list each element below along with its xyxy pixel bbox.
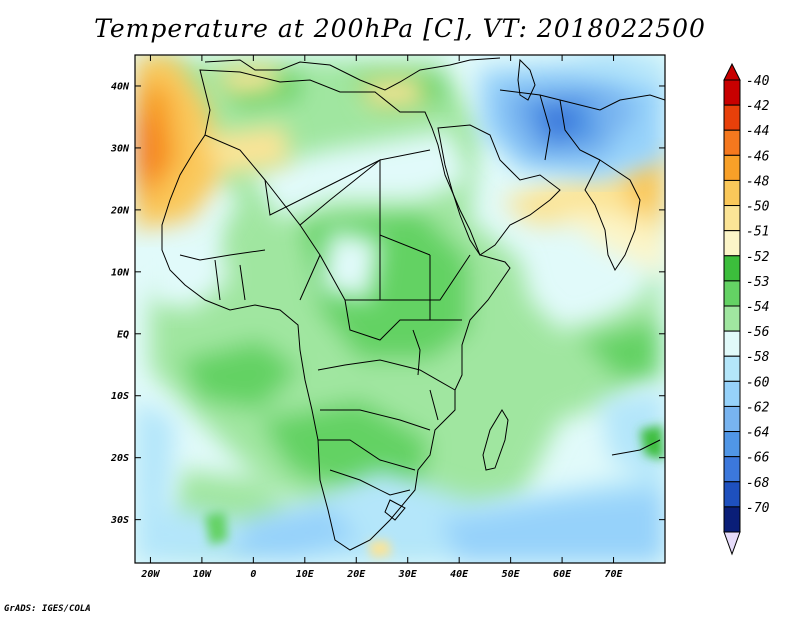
colorbar-label: -52	[746, 250, 770, 265]
colorbar-swatch	[723, 230, 741, 257]
colorbar-swatch	[723, 255, 741, 282]
colorbar-label: -70	[746, 501, 770, 516]
lat-tick-label: EQ	[117, 329, 129, 340]
colorbar-swatch	[723, 280, 741, 307]
colorbar-label: -53	[746, 275, 769, 290]
lon-tick-label: 50E	[502, 569, 521, 580]
lat-tick-label: 10S	[111, 391, 129, 402]
plot-frame	[134, 54, 666, 564]
lon-tick-label: 60E	[553, 569, 572, 580]
temperature-field	[135, 55, 665, 563]
colorbar-label: -62	[746, 400, 770, 415]
lon-tick-label: 30E	[398, 569, 418, 580]
colorbar-swatch	[723, 179, 741, 207]
colorbar-label: -42	[746, 99, 770, 114]
colorbar: -40 -42 -44 -46 -48 -50 -51 -52 -53 -54 -56 -58 -60 -…	[723, 62, 770, 556]
colorbar-swatch	[723, 481, 741, 508]
lat-tick-label: 30N	[110, 143, 130, 154]
colorbar-swatch	[723, 129, 741, 156]
colorbar-label: -51	[746, 225, 769, 240]
colorbar-label: -64	[746, 426, 769, 441]
colorbar-swatch	[723, 154, 741, 181]
lat-tick-label: 20S	[110, 453, 129, 464]
lon-tick-label: 0	[250, 569, 256, 580]
lat-tick-label: 10N	[111, 267, 130, 278]
colorbar-swatch	[723, 506, 741, 533]
colorbar-swatch	[723, 104, 741, 131]
colorbar-swatch	[723, 380, 741, 407]
colorbar-swatch	[723, 330, 741, 357]
colorbar-label: -48	[746, 174, 770, 189]
lon-tick-label: 20W	[140, 569, 160, 580]
grads-credit: GrADS: IGES/COLA	[4, 604, 91, 614]
lon-tick-label: 10E	[296, 569, 315, 580]
lat-tick-label: 40N	[111, 81, 130, 92]
coastlines	[161, 57, 665, 551]
lon-tick-label: 70E	[605, 569, 624, 580]
lat-tick-label: 30S	[110, 515, 129, 526]
colorbar-swatch	[723, 456, 741, 483]
lat-tick-label: 20N	[110, 205, 130, 216]
colorbar-label: -54	[746, 300, 769, 315]
lon-tick-label: 10W	[193, 569, 212, 580]
longitude-axis: 20W 10W 0 10E 20E 30E 40E 50E 60E 70E	[140, 55, 624, 580]
colorbar-swatch	[723, 355, 741, 382]
colorbar-max-arrow	[723, 62, 741, 81]
latitude-axis: 40N 30N 20N 10N EQ 10S 20S 30S	[110, 81, 665, 526]
colorbar-min-arrow	[723, 531, 741, 556]
colorbar-label: -56	[746, 325, 770, 340]
colorbar-label: -44	[746, 124, 769, 139]
colorbar-swatch	[723, 431, 741, 458]
colorbar-label: -60	[746, 375, 770, 390]
colorbar-label: -46	[746, 149, 770, 164]
colorbar-swatch	[723, 79, 741, 106]
colorbar-label: -40	[746, 74, 770, 89]
colorbar-label: -50	[746, 200, 770, 215]
lon-tick-label: 20E	[346, 569, 366, 580]
colorbar-swatch	[723, 305, 741, 332]
colorbar-label: -68	[746, 476, 770, 491]
colorbar-swatch	[723, 205, 741, 232]
colorbar-swatch	[723, 405, 741, 433]
map-title: Temperature at 200hPa [C], VT: 201802250…	[94, 14, 706, 43]
lon-tick-label: 40E	[450, 569, 469, 580]
colorbar-label: -66	[746, 451, 770, 466]
colorbar-label: -58	[746, 350, 770, 365]
